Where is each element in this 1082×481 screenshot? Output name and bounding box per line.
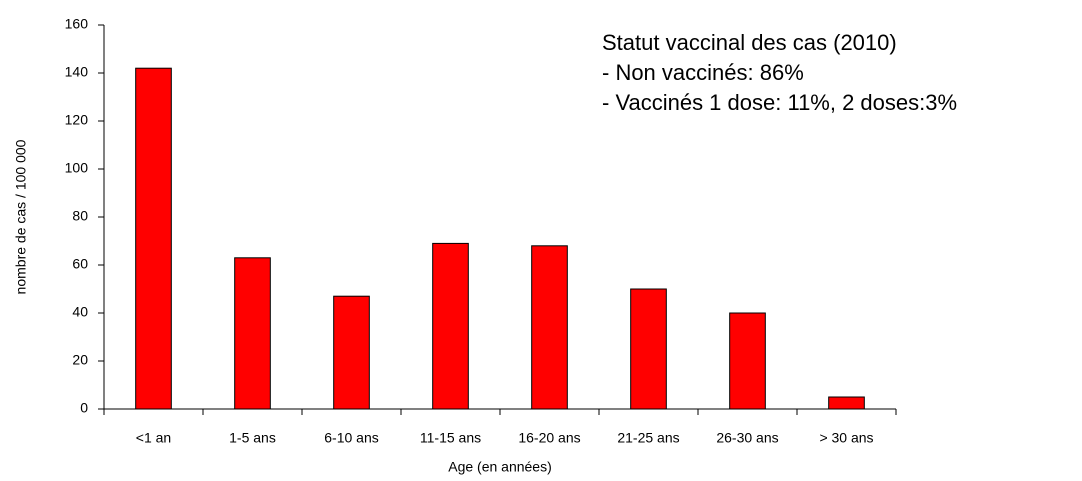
- y-tick-label: 120: [65, 112, 89, 128]
- bar: [828, 396, 865, 410]
- y-tick-label: 20: [72, 352, 88, 368]
- bar: [729, 312, 766, 410]
- x-tick-label: 26-30 ans: [716, 430, 778, 446]
- y-tick-label: 0: [80, 400, 88, 416]
- x-tick-label: 16-20 ans: [518, 430, 580, 446]
- y-tick-label: 60: [72, 256, 88, 272]
- bar: [333, 295, 370, 410]
- bar: [135, 67, 172, 410]
- bar: [432, 242, 469, 410]
- annotation: Statut vaccinal des cas (2010): [602, 30, 897, 55]
- y-tick-label: 100: [65, 160, 89, 176]
- y-tick-label: 40: [72, 304, 88, 320]
- annotation: - Vaccinés 1 dose: 11%, 2 doses:3%: [602, 90, 957, 115]
- y-axis-title: nombre de cas / 100 000: [13, 139, 29, 294]
- x-tick-label: > 30 ans: [819, 430, 873, 446]
- x-tick-label: 11-15 ans: [420, 430, 481, 446]
- y-tick-label: 160: [65, 16, 89, 32]
- x-tick-label: 21-25 ans: [617, 430, 679, 446]
- x-tick-label: 1-5 ans: [229, 430, 276, 446]
- x-tick-label: <1 an: [136, 430, 171, 446]
- bar: [234, 257, 271, 410]
- x-tick-label: 6-10 ans: [324, 430, 378, 446]
- y-tick-label: 140: [65, 64, 89, 80]
- bar: [630, 288, 667, 410]
- x-axis-title: Age (en années): [448, 459, 552, 475]
- y-tick-label: 80: [72, 208, 88, 224]
- bar: [531, 245, 568, 410]
- annotation: - Non vaccinés: 86%: [602, 60, 804, 85]
